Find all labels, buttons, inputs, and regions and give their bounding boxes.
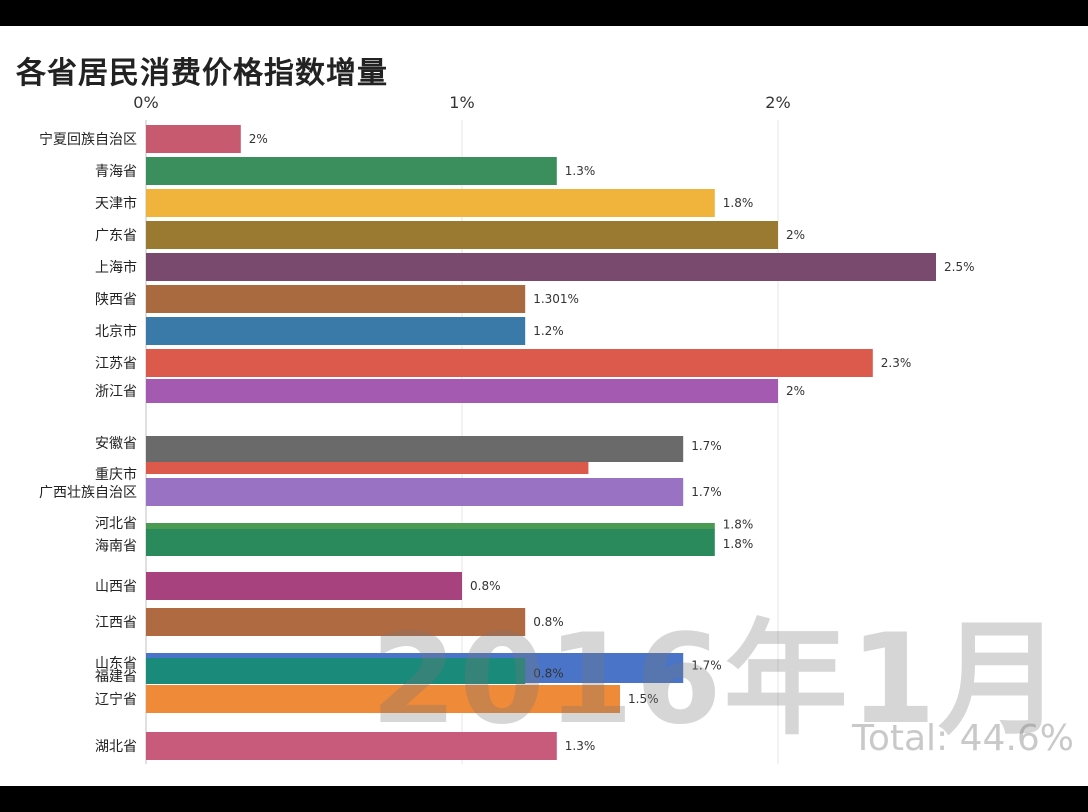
category-label: 安徽省 (95, 436, 137, 452)
bar (146, 529, 715, 556)
value-label: 1.3% (565, 164, 596, 178)
date-watermark: 2016年1月 (370, 608, 1064, 752)
tick-layer: 0% 1% 2% (133, 93, 790, 112)
x-tick-label: 0% (133, 93, 158, 112)
value-label: 1.8% (723, 518, 754, 532)
category-label: 江西省 (95, 615, 137, 631)
bar (146, 608, 526, 636)
bar (146, 436, 684, 462)
bar (146, 221, 778, 249)
category-label: 河北省 (95, 516, 137, 532)
value-label: 1.7% (691, 659, 722, 673)
value-label: 0.8% (533, 667, 564, 681)
letterbox-bottom (0, 786, 1088, 812)
value-label: 1.2% (533, 324, 564, 338)
x-tick-label: 2% (765, 93, 790, 112)
x-tick-label: 1% (449, 93, 474, 112)
category-label: 辽宁省 (95, 691, 137, 708)
bar (146, 189, 715, 217)
letterbox-top (0, 0, 1088, 26)
value-label: 2.5% (944, 260, 975, 274)
bar (146, 253, 936, 281)
bar (146, 125, 241, 153)
bar (146, 462, 589, 474)
category-label: 江苏省 (95, 356, 137, 372)
bar (146, 658, 526, 684)
category-label: 宁夏回族自治区 (39, 131, 137, 148)
value-label: 2% (786, 384, 805, 398)
category-label: 海南省 (95, 539, 137, 555)
category-label: 青海省 (95, 164, 137, 180)
category-label: 天津市 (95, 195, 137, 212)
category-label: 陕西省 (95, 292, 137, 308)
category-label: 上海市 (95, 259, 137, 276)
bar-chart: 0% 1% 2% 宁夏回族自治区 2% 青海省 1.3% 天津市 1.8% 广东省 2% 上海市 2.… (39, 93, 975, 764)
chart-frame: 各省居民消费价格指数增量 0% 1% 2% 宁夏回族自治区 2% 青海省 1.3% 天津市 1… (0, 26, 1088, 786)
category-label: 广西壮族自治区 (39, 485, 137, 501)
value-label: 1.5% (628, 692, 659, 706)
value-label: 2.3% (881, 356, 912, 370)
bar-layer: 宁夏回族自治区 2% 青海省 1.3% 天津市 1.8% 广东省 2% 上海市 2.5% 陕西省 1.… (39, 125, 975, 760)
value-label: 1.8% (723, 196, 754, 210)
value-label: 0.8% (533, 615, 564, 629)
bar (146, 317, 526, 345)
value-label: 2% (249, 132, 268, 146)
bar (146, 157, 557, 185)
total-label: Total: 44.6% (851, 718, 1074, 759)
value-label: 1.7% (691, 439, 722, 453)
bar (146, 478, 684, 506)
value-label: 0.8% (470, 579, 501, 593)
value-label: 1.8% (723, 537, 754, 551)
category-label: 浙江省 (95, 384, 137, 400)
category-label: 山西省 (95, 579, 137, 595)
bar (146, 685, 620, 713)
value-label: 1.7% (691, 485, 722, 499)
category-label: 湖北省 (95, 739, 137, 755)
bar (146, 349, 873, 377)
bar (146, 572, 462, 600)
category-label: 山东省 (95, 656, 137, 672)
category-label: 重庆市 (95, 466, 137, 483)
category-label: 广东省 (95, 228, 137, 244)
category-label: 北京市 (95, 323, 137, 340)
bar (146, 285, 526, 313)
bar (146, 523, 715, 529)
bar (146, 732, 557, 760)
chart-title: 各省居民消费价格指数增量 (16, 56, 388, 91)
value-label: 2% (786, 228, 805, 242)
bar (146, 379, 778, 403)
category-label: 福建省 (95, 669, 137, 685)
value-label: 1.3% (565, 739, 596, 753)
value-label: 1.301% (533, 292, 579, 306)
